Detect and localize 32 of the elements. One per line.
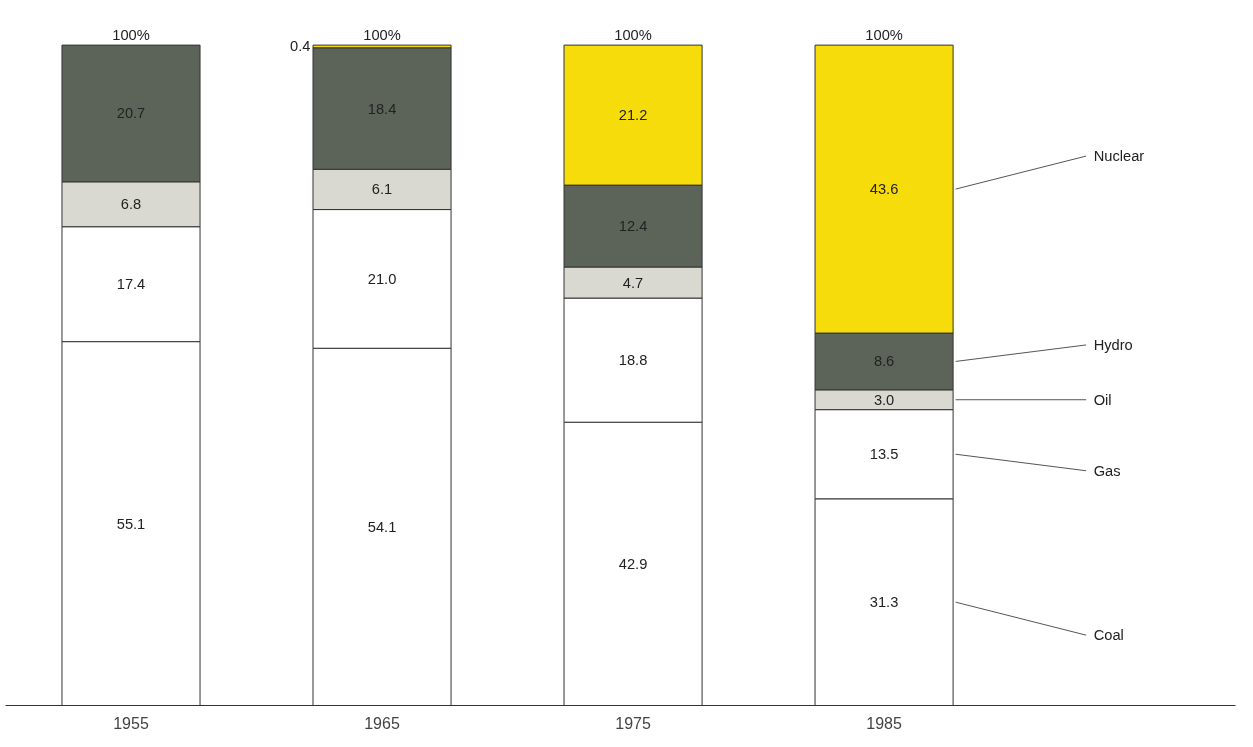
text: Coal	[1093, 627, 1124, 644]
x-tick-label: 1955	[113, 714, 149, 732]
data-label: 3.0	[873, 391, 895, 408]
x-tick-label: 1985	[866, 714, 902, 732]
text: Gas	[1093, 462, 1121, 479]
data-label: 18.4	[367, 100, 397, 117]
annotation: 100%	[363, 27, 401, 44]
annotation: 100%	[865, 27, 903, 44]
data-label: 42.9	[618, 555, 648, 572]
data-label: 12.4	[618, 218, 648, 235]
data-label: 8.6	[873, 353, 895, 370]
data-label: 6.1	[371, 181, 393, 198]
data-label: 21.0	[367, 270, 397, 287]
data-label: 6.8	[120, 196, 142, 213]
x-tick-label: 1965	[364, 714, 400, 732]
data-label: 17.4	[116, 276, 146, 293]
annotation: 100%	[112, 27, 150, 44]
data-label: 20.7	[116, 105, 146, 122]
annotation: 100%	[614, 27, 652, 44]
data-label: 43.6	[869, 181, 899, 198]
data-label: 13.5	[869, 446, 899, 463]
data-label: 54.1	[367, 518, 397, 535]
data-label: 18.8	[618, 352, 648, 369]
text: Oil	[1093, 391, 1112, 408]
x-tick-label: 1975	[615, 714, 651, 732]
data-label: 21.2	[618, 107, 648, 124]
data-label: 0.4	[290, 38, 311, 55]
data-label: 4.7	[622, 274, 644, 291]
text: Nuclear	[1093, 148, 1145, 165]
text: Hydro	[1093, 336, 1133, 353]
data-label: 55.1	[116, 515, 146, 532]
data-label: 31.3	[869, 594, 899, 611]
